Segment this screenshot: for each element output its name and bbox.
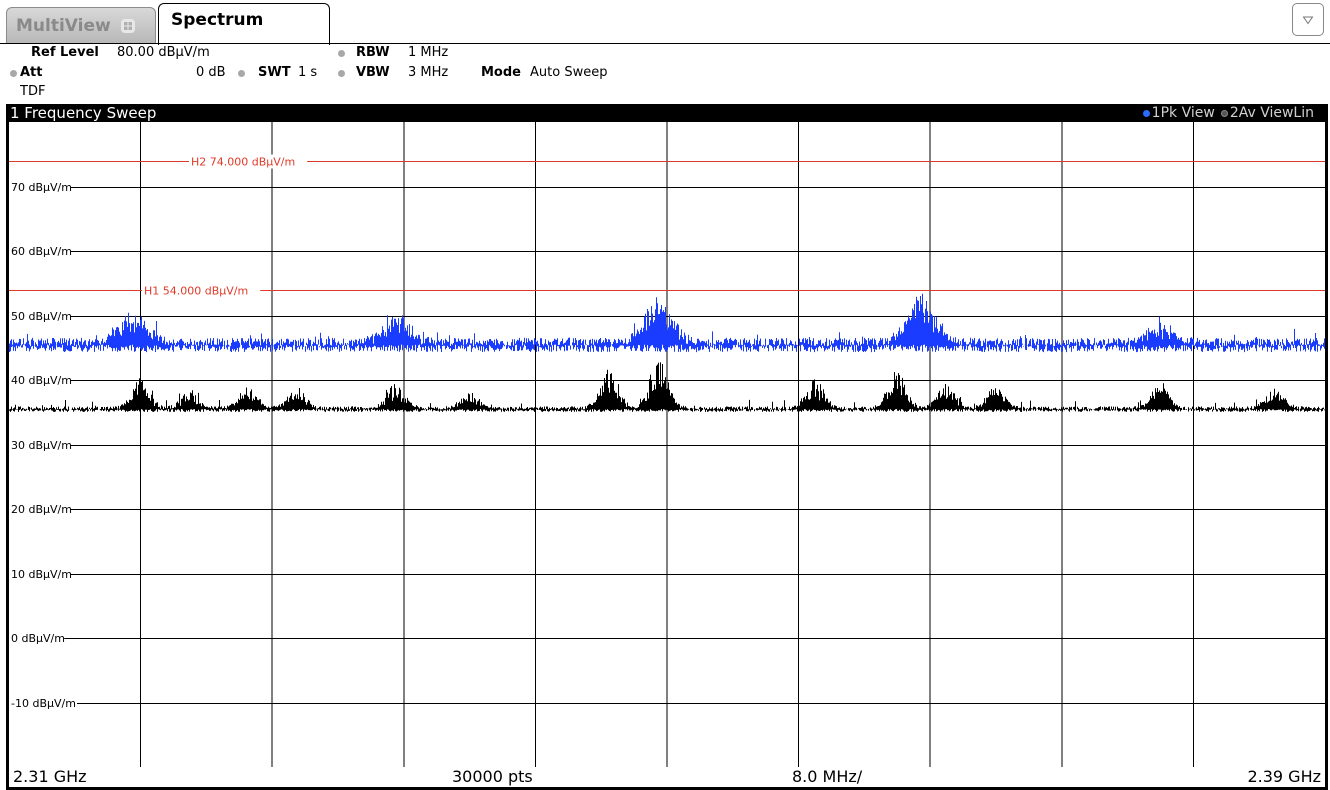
y-tick-label-background — [9, 244, 71, 258]
y-tick-label-background — [9, 631, 65, 645]
swt-value: 1 s — [298, 65, 318, 80]
traces — [9, 293, 1325, 412]
trace-legend: 1Pk View 2Av ViewLin — [1142, 104, 1314, 122]
span-per-division: 8.0 MHz/ — [792, 767, 863, 786]
att-indicator-icon — [10, 70, 17, 77]
y-tick-label: 40 dBµV/m — [11, 374, 72, 387]
menu-dropdown-button[interactable] — [1292, 3, 1324, 36]
diagram-title-bar: 1 Frequency Sweep 1Pk View 2Av ViewLin — [6, 104, 1328, 122]
trace2-label: 2Av ViewLin — [1229, 105, 1314, 121]
vbw-label: VBW — [356, 65, 390, 80]
att-value: 0 dB — [196, 65, 226, 80]
y-tick-label-background — [9, 180, 71, 194]
mode-label: Mode — [481, 65, 521, 80]
tab-multiview[interactable]: MultiView — [6, 7, 156, 43]
y-tick-label-background — [9, 502, 71, 516]
ref-level-label: Ref Level — [31, 45, 99, 60]
stop-frequency: 2.39 GHz — [1247, 767, 1321, 786]
limit-line-label: H1 54.000 dBµV/m — [144, 285, 248, 298]
trace1-label: 1Pk View — [1151, 105, 1215, 121]
y-tick-label: 0 dBµV/m — [11, 632, 65, 645]
tab-spectrum[interactable]: Spectrum — [158, 3, 330, 45]
y-tick-label: 20 dBµV/m — [11, 503, 72, 516]
rbw-label: RBW — [356, 45, 390, 60]
sweep-points: 30000 pts — [452, 767, 533, 786]
att-label: Att — [20, 65, 43, 80]
plot-grid — [9, 122, 1325, 767]
limit-lines: H2 74.000 dBµV/m H1 54.000 dBµV/m — [9, 154, 1325, 298]
y-tick-label: 60 dBµV/m — [11, 245, 72, 258]
y-tick-label: 30 dBµV/m — [11, 439, 72, 452]
rbw-indicator-icon — [338, 50, 345, 57]
tab-bar: MultiView Spectrum — [0, 0, 1330, 45]
rbw-value: 1 MHz — [408, 45, 449, 60]
y-tick-label-background — [9, 373, 71, 387]
y-tick-label: -10 dBµV/m — [11, 697, 76, 710]
tab-underline — [0, 43, 1330, 44]
y-axis-labels: 70 dBµV/m 60 dBµV/m 50 dBµV/m 40 dBµV/m 30 d… — [9, 180, 77, 710]
limit-label-background — [142, 283, 261, 298]
measurement-settings: Ref Level 80.00 dBµV/m Att 0 dB SWT 1 s … — [0, 44, 1330, 104]
vbw-value: 3 MHz — [408, 65, 449, 80]
swt-indicator-icon — [238, 70, 245, 77]
trace-1pk-view — [9, 293, 1325, 353]
y-tick-label-background — [9, 438, 71, 452]
trace2-indicator-icon — [1220, 109, 1228, 117]
tab-multiview-label: MultiView — [16, 16, 111, 36]
y-tick-label-background — [9, 567, 71, 581]
limit-label-background — [189, 154, 308, 169]
diagram-title: 1 Frequency Sweep — [10, 104, 157, 122]
limit-line-label: H2 74.000 dBµV/m — [191, 156, 295, 169]
y-tick-label: 70 dBµV/m — [11, 181, 72, 194]
frequency-sweep-diagram: 1 Frequency Sweep 1Pk View 2Av ViewLin 70… — [6, 104, 1328, 790]
ref-level-value: 80.00 dBµV/m — [117, 45, 210, 60]
triangle-down-icon — [1302, 16, 1314, 24]
swt-label: SWT — [258, 65, 291, 80]
y-tick-label-background — [9, 309, 71, 323]
diagram-footer: 2.31 GHz 30000 pts 8.0 MHz/ 2.39 GHz — [9, 767, 1325, 787]
multiview-grid-icon — [121, 19, 135, 33]
trace-2av-viewlin — [9, 362, 1325, 412]
trace1-indicator-icon — [1142, 109, 1150, 117]
y-tick-label: 10 dBµV/m — [11, 568, 72, 581]
y-tick-label: 50 dBµV/m — [11, 310, 72, 323]
vbw-indicator-icon — [338, 70, 345, 77]
mode-value: Auto Sweep — [530, 65, 608, 80]
start-frequency: 2.31 GHz — [13, 767, 87, 786]
tdf-label: TDF — [20, 84, 46, 99]
y-tick-label-background — [9, 696, 77, 710]
tab-spectrum-label: Spectrum — [171, 10, 264, 30]
spectrum-plot[interactable]: 70 dBµV/m 60 dBµV/m 50 dBµV/m 40 dBµV/m 30 d… — [9, 122, 1325, 767]
